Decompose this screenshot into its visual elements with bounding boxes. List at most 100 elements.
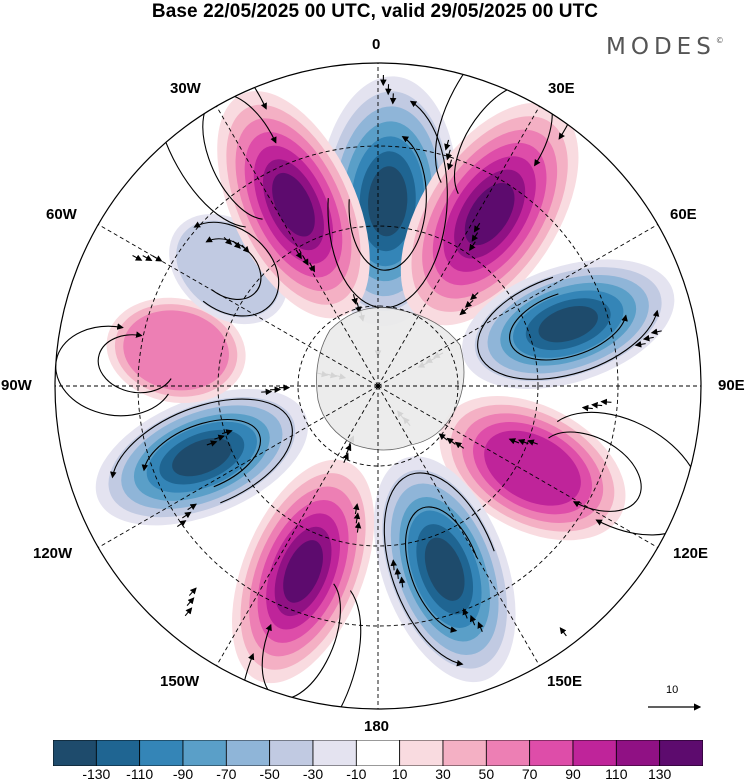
lon-label-90e: 90E xyxy=(718,377,745,394)
colorbar-swatch xyxy=(269,740,314,766)
lon-label-180: 180 xyxy=(364,718,390,735)
anomaly-field xyxy=(95,76,675,684)
streamline xyxy=(193,221,280,317)
colorbar-tick-label: -30 xyxy=(302,766,324,782)
colorbar-swatch xyxy=(529,740,574,766)
meridian-line xyxy=(212,99,379,387)
wind-arrow xyxy=(469,614,477,626)
wind-arrow xyxy=(221,429,233,436)
wind-arrow xyxy=(295,249,302,260)
wind-arrow xyxy=(232,240,241,249)
wind-arrow xyxy=(591,401,603,409)
meridian-line xyxy=(377,220,665,387)
colorbar-tick-label: -70 xyxy=(216,766,237,782)
streamline xyxy=(348,136,427,271)
wind-arrow xyxy=(214,434,225,441)
lon-label-60e: 60E xyxy=(670,206,697,223)
colorbar-tick-label: -130 xyxy=(82,766,111,782)
lon-label-120e: 120E xyxy=(673,545,709,562)
streamline xyxy=(548,431,642,512)
lon-label-150e: 150E xyxy=(547,673,583,690)
meridian-line xyxy=(377,385,544,673)
colorbar-swatch xyxy=(485,740,531,766)
colorbar-tick-label: -110 xyxy=(126,766,154,782)
meridian-line xyxy=(91,220,379,387)
wind-arrow xyxy=(459,307,469,316)
colorbar-swatch xyxy=(615,740,661,766)
streamline xyxy=(110,398,293,504)
negative-anomaly xyxy=(95,388,308,526)
colorbar-tick-label: 30 xyxy=(435,766,451,782)
wind-arrow xyxy=(634,341,646,348)
wind-arrow xyxy=(473,222,481,233)
wind-arrow xyxy=(353,512,361,524)
wind-arrow xyxy=(241,244,250,253)
wind-arrow xyxy=(444,139,451,151)
wind-arrow xyxy=(469,241,476,251)
wind-arrow xyxy=(308,262,316,273)
lon-label-0: 0 xyxy=(372,36,381,53)
wind-arrow xyxy=(345,443,352,455)
wind-arrow xyxy=(342,452,349,463)
wind-arrow xyxy=(462,608,469,619)
meridian-line xyxy=(91,385,379,552)
wind-arrow xyxy=(470,292,479,301)
wind-arrow xyxy=(527,439,538,446)
wind-arrow xyxy=(182,511,192,519)
polar-map xyxy=(54,62,702,711)
latitude-circle xyxy=(217,225,539,547)
wind-arrow xyxy=(390,559,398,571)
meridian-line xyxy=(212,385,379,673)
colorbar-swatch xyxy=(95,740,141,766)
lon-label-60w: 60W xyxy=(46,206,77,223)
streamline xyxy=(383,472,495,667)
wind-arrow xyxy=(445,149,453,161)
wind-arrow xyxy=(447,159,454,171)
wind-arrow xyxy=(176,520,187,527)
meridian-line xyxy=(377,385,665,552)
wind-arrow xyxy=(642,334,654,342)
wind-arrow xyxy=(186,597,195,606)
streamline xyxy=(97,331,172,394)
colorbar-tick-label: 110 xyxy=(605,766,628,782)
positive-anomaly xyxy=(217,91,370,319)
wind-arrow xyxy=(517,439,529,446)
streamline xyxy=(202,93,277,220)
lon-label-120w: 120W xyxy=(33,545,73,562)
streamline xyxy=(261,583,341,700)
wind-arrow xyxy=(354,521,362,533)
negative-anomaly xyxy=(462,259,675,389)
colorbar-swatch xyxy=(139,740,184,766)
wind-arrow xyxy=(559,627,567,637)
wind-arrow xyxy=(600,398,612,406)
colorbar-tick-label: 50 xyxy=(478,766,495,782)
colorbar-swatch xyxy=(659,740,703,766)
colorbar-swatch xyxy=(182,740,227,766)
wind-arrow xyxy=(223,236,233,246)
colorbar-swatch xyxy=(355,740,401,766)
wind-arrow xyxy=(206,440,218,447)
colorbar-swatch xyxy=(53,740,97,766)
colorbar-tick-label: 70 xyxy=(521,766,538,782)
wind-arrow xyxy=(650,328,662,335)
wind-arrow xyxy=(464,299,474,308)
streamline xyxy=(477,276,660,380)
lon-label-90w: 90W xyxy=(1,377,32,394)
streamline xyxy=(141,419,261,488)
map-boundary xyxy=(54,62,702,710)
colorbar-tick-label: -50 xyxy=(259,766,280,782)
streamline xyxy=(239,590,362,709)
streamline xyxy=(327,100,448,309)
wind-arrow xyxy=(132,254,143,261)
streamline xyxy=(405,506,478,633)
colorbar-tick-label: 130 xyxy=(647,766,672,782)
wind-arrow xyxy=(446,437,456,445)
colorbar xyxy=(53,740,703,766)
wind-arrow xyxy=(184,607,193,617)
streamline xyxy=(509,293,628,361)
wind-arrow xyxy=(454,441,465,449)
wind-arrow xyxy=(581,404,593,412)
colorbar-swatch xyxy=(572,740,617,766)
colorbar-swatch xyxy=(399,740,444,766)
lon-label-30e: 30E xyxy=(548,80,575,97)
